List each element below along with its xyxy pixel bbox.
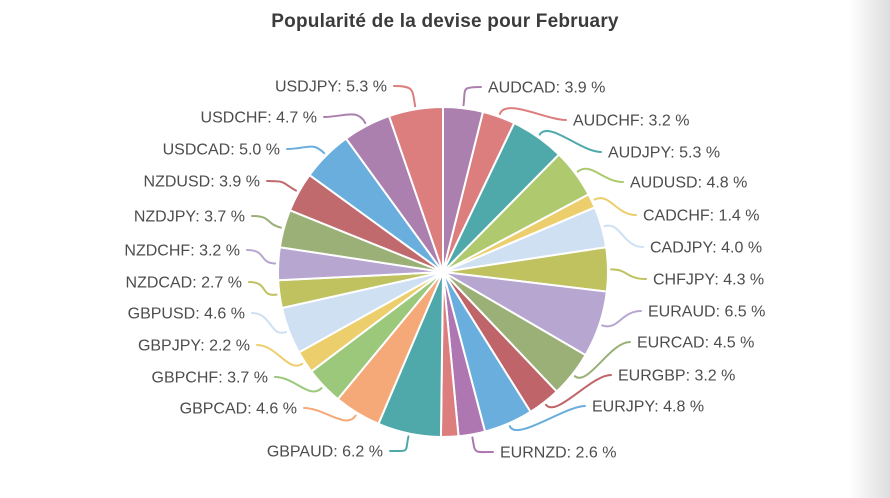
slice-label-CADCHF: CADCHF: 1.4 % [643,208,759,225]
slice-label-EURNZD: EURNZD: 2.6 % [500,445,616,462]
slice-label-EURGBP: EURGBP: 3.2 % [618,368,735,385]
label-connector-CADCHF [593,197,637,216]
slice-label-USDCHF: USDCHF: 4.7 % [201,110,317,127]
label-connector-GBPCAD [303,407,357,422]
label-connector-EURAUD [601,310,642,328]
slice-label-AUDJPY: AUDJPY: 5.3 % [608,145,720,162]
slice-label-NZDUSD: NZDUSD: 3.9 % [144,174,260,191]
label-connector-CHFJPY [609,268,647,280]
slice-label-EURCAD: EURCAD: 4.5 % [637,335,754,352]
pie-slice-USDJPY[interactable] [388,106,444,273]
label-connector-GBPAUD [389,435,410,453]
slice-label-AUDCAD: AUDCAD: 3.9 % [488,80,605,97]
label-connector-EURCAD [573,341,631,379]
label-connector-GBPJPY [256,344,304,367]
slice-label-GBPCAD: GBPCAD: 4.6 % [180,401,297,418]
label-connector-AUDJPY [538,130,602,153]
label-connector-GBPUSD [251,312,288,334]
slice-label-GBPAUD: GBPAUD: 6.2 % [267,444,383,461]
label-connector-EURNZD [471,436,494,454]
slice-label-NZDJPY: NZDJPY: 3.7 % [134,209,245,226]
slice-label-AUDCHF: AUDCHF: 3.2 % [573,113,689,130]
label-connector-NZDCAD [248,281,278,296]
slice-label-CADJPY: CADJPY: 4.0 % [650,240,762,257]
slice-label-CHFJPY: CHFJPY: 4.3 % [653,272,764,289]
label-connector-NZDJPY [251,215,282,229]
slice-label-GBPUSD: GBPUSD: 4.6 % [128,306,245,323]
label-connector-NZDCHF [246,249,277,265]
slice-label-NZDCHF: NZDCHF: 3.2 % [124,243,240,260]
label-connector-AUDCAD [462,86,482,107]
label-connector-USDCAD [286,145,326,155]
slice-label-NZDCAD: NZDCAD: 2.7 % [126,275,242,292]
slice-label-GBPCHF: GBPCHF: 3.7 % [152,370,268,387]
label-connector-USDJPY [393,85,417,108]
slice-label-USDCAD: USDCAD: 5.0 % [163,142,280,159]
label-connector-EURGBP [544,374,612,409]
slice-label-EURAUD: EURAUD: 6.5 % [648,304,765,321]
slice-label-EURJPY: EURJPY: 4.8 % [592,399,704,416]
label-connector-AUDCHF [498,107,567,121]
label-connector-EURJPY [508,405,586,432]
slice-label-AUDUSD: AUDUSD: 4.8 % [630,175,747,192]
slice-label-USDJPY: USDJPY: 5.3 % [275,79,387,96]
label-connector-GBPCHF [274,376,323,393]
label-connector-AUDUSD [576,167,624,183]
label-connector-NZDUSD [266,180,298,192]
label-connector-USDCHF [323,113,367,125]
label-connector-CADJPY [603,224,644,248]
slice-label-GBPJPY: GBPJPY: 2.2 % [138,338,250,355]
chart-title: Popularité de la devise pour February [271,11,619,32]
